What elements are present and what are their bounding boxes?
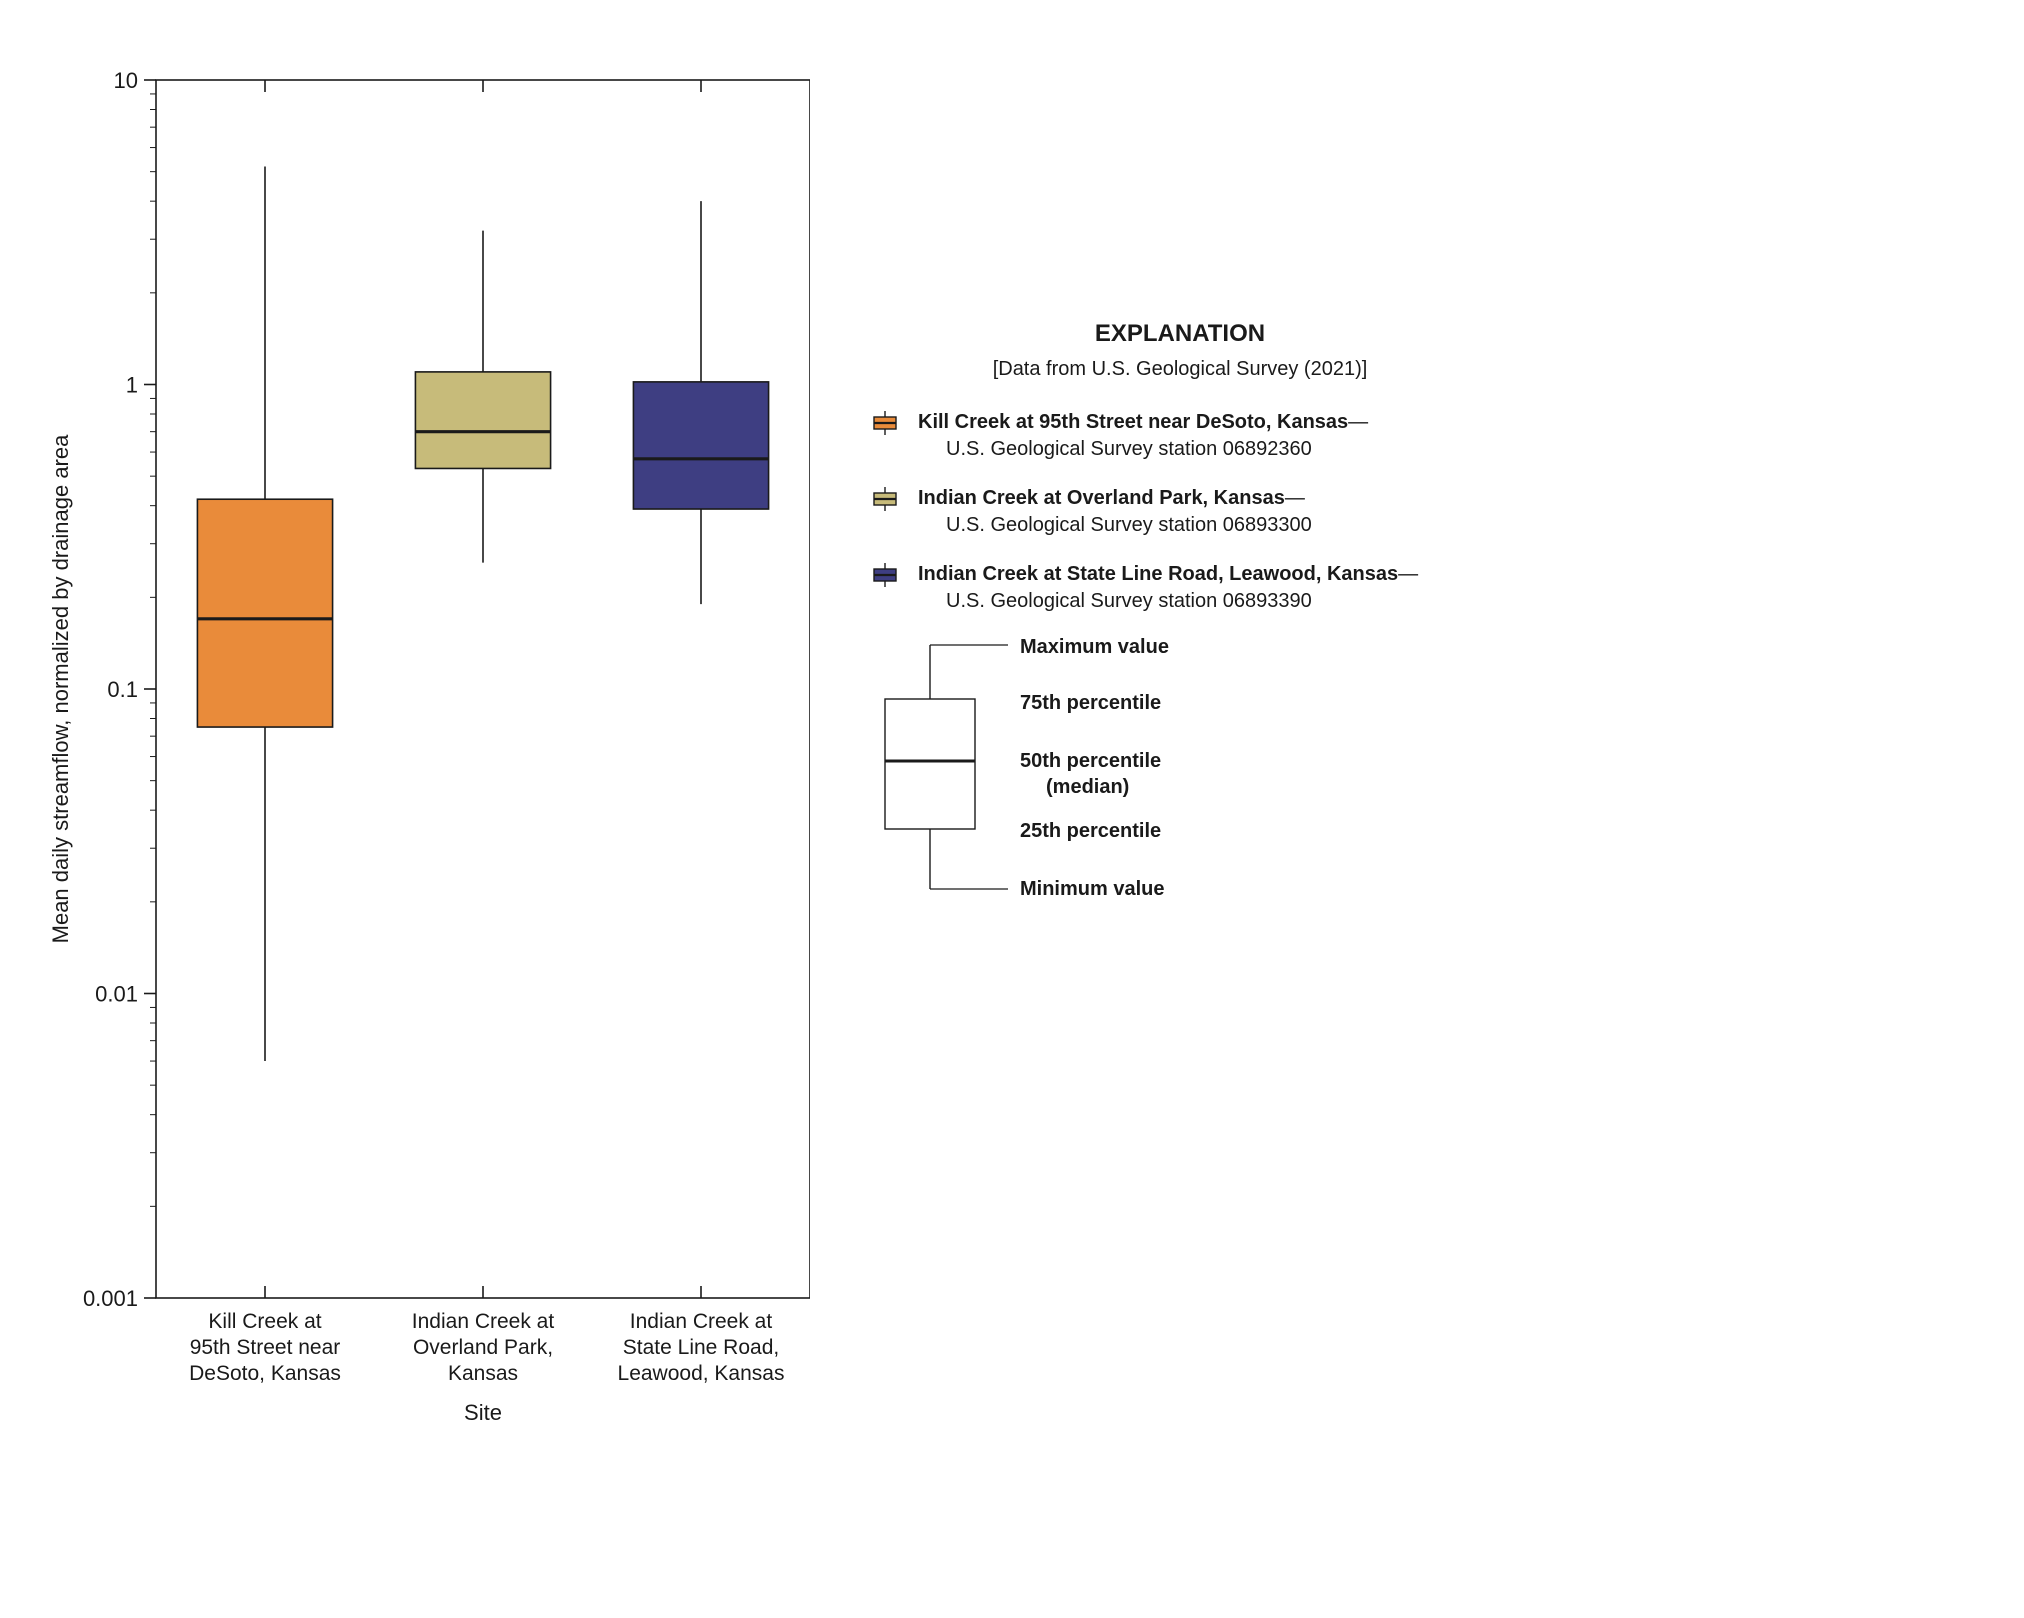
legend-item: Indian Creek at Overland Park, Kansas—U.… [870, 485, 1490, 539]
svg-text:Overland Park,: Overland Park, [413, 1336, 553, 1359]
boxkey-p25-label: 25th percentile [1020, 819, 1161, 843]
legend-item-text: Indian Creek at Overland Park, Kansas—U.… [918, 485, 1312, 539]
svg-text:Leawood, Kansas: Leawood, Kansas [618, 1362, 785, 1385]
boxplot-chart: 0.001 0.01 0.1 1 10 Mean daily streamflow, no… [40, 40, 810, 1425]
legend: EXPLANATION [Data from U.S. Geological S… [870, 40, 1490, 907]
svg-text:State Line Road,: State Line Road, [623, 1336, 779, 1359]
legend-item: Kill Creek at 95th Street near DeSoto, K… [870, 409, 1490, 463]
svg-text:Mean daily streamflow, normali: Mean daily streamflow, normalized by dra… [48, 434, 73, 943]
legend-title: EXPLANATION [870, 320, 1490, 348]
legend-swatch-icon [870, 487, 900, 511]
figure-container: 0.001 0.01 0.1 1 10 Mean daily streamflow, no… [40, 40, 1984, 1425]
svg-text:0.001: 0.001 [83, 1286, 138, 1311]
legend-source: [Data from U.S. Geological Survey (2021)… [870, 358, 1490, 381]
boxkey-p50a-label: 50th percentile [1020, 749, 1161, 773]
boxkey-min-label: Minimum value [1020, 877, 1164, 901]
svg-text:Kansas: Kansas [448, 1362, 518, 1385]
svg-text:Site: Site [464, 1400, 502, 1420]
legend-item-text: Kill Creek at 95th Street near DeSoto, K… [918, 409, 1368, 463]
legend-item-text: Indian Creek at State Line Road, Leawood… [918, 561, 1418, 615]
boxplot-key: Maximum value 75th percentile 50th perce… [870, 637, 1490, 907]
boxkey-p75-label: 75th percentile [1020, 691, 1161, 715]
svg-text:0.1: 0.1 [107, 677, 138, 702]
svg-text:DeSoto, Kansas: DeSoto, Kansas [189, 1362, 341, 1385]
svg-text:0.01: 0.01 [95, 982, 138, 1007]
svg-text:95th Street near: 95th Street near [190, 1336, 341, 1359]
legend-swatch-icon [870, 411, 900, 435]
boxkey-svg [870, 637, 1010, 907]
chart-svg: 0.001 0.01 0.1 1 10 Mean daily streamflow, no… [40, 40, 810, 1420]
svg-text:Indian Creek at: Indian Creek at [630, 1310, 773, 1333]
boxkey-p50b-label: (median) [1046, 775, 1129, 799]
svg-text:10: 10 [114, 68, 138, 93]
svg-text:Indian Creek at: Indian Creek at [412, 1310, 555, 1333]
svg-text:1: 1 [126, 373, 138, 398]
legend-swatch-icon [870, 563, 900, 587]
svg-text:Kill Creek at: Kill Creek at [208, 1310, 321, 1333]
boxkey-max-label: Maximum value [1020, 635, 1169, 659]
legend-item: Indian Creek at State Line Road, Leawood… [870, 561, 1490, 615]
